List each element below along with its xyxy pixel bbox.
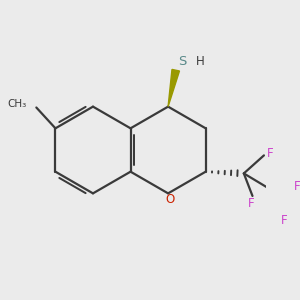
Text: H: H [196,55,205,68]
Text: S: S [178,55,186,68]
Text: F: F [267,147,274,160]
Polygon shape [168,69,179,106]
Text: F: F [280,214,287,227]
Text: O: O [165,193,175,206]
Text: F: F [248,197,254,210]
Text: CH₃: CH₃ [8,99,27,109]
Text: F: F [294,180,300,193]
